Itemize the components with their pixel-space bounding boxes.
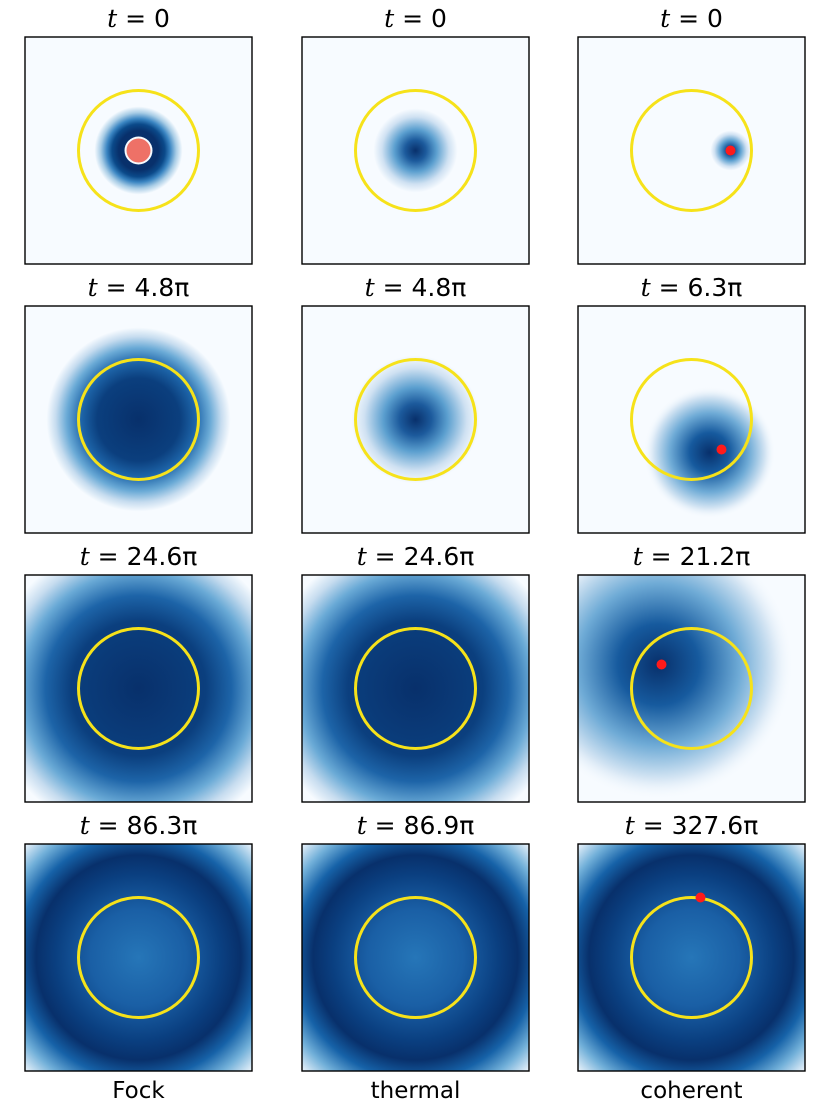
reference-circle [77, 627, 200, 750]
density-plot [25, 306, 252, 533]
reference-circle [354, 89, 477, 212]
panel-time-title: t = 86.9π [357, 811, 475, 840]
density-gaussian [351, 355, 480, 484]
panel-frame [301, 843, 530, 1072]
time-value: 24.6π [404, 542, 475, 571]
time-value: 0 [431, 4, 447, 33]
panel-frame [577, 305, 806, 534]
panel-frame [24, 305, 253, 534]
panel-time-title: t = 0 [107, 4, 170, 33]
panel-grid: t = 0 t = 0 t = 0 t = 4.8π t = 4.8π t = 6.3π t… [24, 4, 806, 1104]
time-value: 4.8π [135, 273, 190, 302]
classical-point-marker [725, 145, 736, 156]
density-ring [302, 844, 529, 1071]
reference-circle [354, 358, 477, 481]
time-value: 21.2π [680, 542, 751, 571]
density-gaussian [25, 575, 252, 802]
reference-circle [354, 896, 477, 1019]
panel-frame [301, 574, 530, 803]
density-plot [578, 37, 805, 264]
time-value: 86.3π [127, 811, 198, 840]
time-value: 0 [707, 4, 723, 33]
panel-time-title: t = 86.3π [80, 811, 198, 840]
density-gaussian [373, 108, 458, 193]
density-plot [302, 37, 529, 264]
panel-thermal-row2: t = 24.6π [301, 542, 530, 803]
density-gaussian [46, 327, 231, 512]
reference-circle [77, 896, 200, 1019]
panel-fock-row0: t = 0 [24, 4, 253, 265]
density-blob [578, 575, 794, 800]
density-blob [643, 386, 776, 519]
panel-time-title: t = 327.6π [625, 811, 759, 840]
reference-circle [630, 627, 753, 750]
panel-time-title: t = 6.3π [641, 273, 743, 302]
panel-frame [577, 843, 806, 1072]
column-label-thermal: thermal [371, 1078, 461, 1104]
density-plot [302, 844, 529, 1071]
density-plot [25, 37, 252, 264]
density-plot [578, 575, 805, 802]
time-value: 327.6π [672, 811, 759, 840]
density-plot [578, 306, 805, 533]
time-value: 6.3π [688, 273, 743, 302]
panel-thermal-row0: t = 0 [301, 4, 530, 265]
panel-time-title: t = 4.8π [88, 273, 190, 302]
panel-time-title: t = 0 [660, 4, 723, 33]
panel-frame [301, 36, 530, 265]
panel-coherent-row3: t = 327.6π [577, 811, 806, 1072]
panel-frame [577, 574, 806, 803]
density-plot [25, 575, 252, 802]
time-value: 4.8π [412, 273, 467, 302]
density-plot [302, 575, 529, 802]
classical-point-marker [716, 444, 727, 455]
reference-circle [630, 358, 753, 481]
time-value: 0 [154, 4, 170, 33]
panel-coherent-row2: t = 21.2π [577, 542, 806, 803]
panel-time-title: t = 24.6π [80, 542, 198, 571]
panel-frame [24, 843, 253, 1072]
panel-frame [301, 305, 530, 534]
time-value: 86.9π [404, 811, 475, 840]
panel-thermal-row3: t = 86.9π [301, 811, 530, 1072]
panel-fock-row3: t = 86.3π [24, 811, 253, 1072]
reference-circle [630, 89, 753, 212]
panel-thermal-row1: t = 4.8π [301, 273, 530, 534]
classical-point-marker [695, 892, 706, 903]
column-label-coherent: coherent [640, 1078, 742, 1104]
reference-circle [354, 627, 477, 750]
panel-frame [24, 36, 253, 265]
fock-core-dot [126, 138, 151, 163]
panel-time-title: t = 24.6π [357, 542, 475, 571]
density-ring [25, 844, 252, 1071]
time-value: 24.6π [127, 542, 198, 571]
classical-point-marker [656, 659, 667, 670]
density-plot [302, 306, 529, 533]
density-gaussian [302, 575, 529, 802]
plot-background [578, 37, 805, 264]
panel-frame [577, 36, 806, 265]
reference-circle [77, 89, 200, 212]
reference-circle [630, 896, 753, 1019]
panel-fock-row1: t = 4.8π [24, 273, 253, 534]
reference-circle [77, 358, 200, 481]
column-label-fock: Fock [112, 1078, 165, 1104]
panel-coherent-row0: t = 0 [577, 4, 806, 265]
density-plot [578, 844, 805, 1071]
panel-time-title: t = 4.8π [365, 273, 467, 302]
panel-coherent-row1: t = 6.3π [577, 273, 806, 534]
density-plot [25, 844, 252, 1071]
density-ring [578, 844, 805, 1071]
panel-frame [24, 574, 253, 803]
panel-time-title: t = 21.2π [633, 542, 751, 571]
panel-time-title: t = 0 [384, 4, 447, 33]
panel-fock-row2: t = 24.6π [24, 542, 253, 803]
